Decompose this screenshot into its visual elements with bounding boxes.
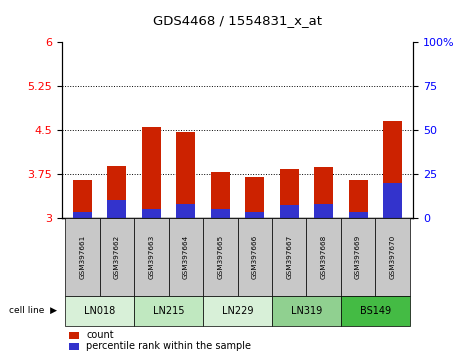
Bar <box>245 177 264 218</box>
Bar <box>203 296 272 326</box>
Bar <box>107 166 126 218</box>
Text: LN215: LN215 <box>153 306 184 316</box>
Bar <box>306 218 341 296</box>
Text: GDS4468 / 1554831_x_at: GDS4468 / 1554831_x_at <box>153 14 322 27</box>
Bar <box>142 127 161 218</box>
Bar <box>349 212 368 218</box>
Bar <box>65 218 100 296</box>
Bar <box>100 218 134 296</box>
Bar <box>314 167 333 218</box>
Bar <box>383 183 402 218</box>
Bar <box>134 218 169 296</box>
Bar <box>272 218 306 296</box>
Bar <box>65 296 134 326</box>
Text: GSM397662: GSM397662 <box>114 235 120 279</box>
Bar <box>272 296 341 326</box>
Text: cell line  ▶: cell line ▶ <box>9 306 57 315</box>
Bar <box>203 218 238 296</box>
Bar <box>349 180 368 218</box>
Bar <box>169 218 203 296</box>
Text: GSM397667: GSM397667 <box>286 235 292 279</box>
Bar <box>134 296 203 326</box>
Bar <box>211 209 230 218</box>
Bar <box>142 209 161 218</box>
Text: GSM397670: GSM397670 <box>390 235 396 279</box>
Bar <box>383 121 402 218</box>
Bar <box>341 296 410 326</box>
Text: LN229: LN229 <box>222 306 253 316</box>
Bar <box>245 212 264 218</box>
Bar <box>238 218 272 296</box>
Text: BS149: BS149 <box>360 306 391 316</box>
Text: GSM397666: GSM397666 <box>252 235 258 279</box>
Bar <box>107 200 126 218</box>
Text: GSM397663: GSM397663 <box>148 235 154 279</box>
Bar <box>211 172 230 218</box>
Bar <box>73 180 92 218</box>
Bar <box>341 218 375 296</box>
Text: GSM397664: GSM397664 <box>183 235 189 279</box>
Text: GSM397668: GSM397668 <box>321 235 327 279</box>
Bar <box>176 132 195 218</box>
Bar <box>176 204 195 218</box>
Text: LN319: LN319 <box>291 306 322 316</box>
Text: GSM397665: GSM397665 <box>217 235 223 279</box>
Bar <box>375 218 410 296</box>
Bar <box>73 212 92 218</box>
Bar <box>69 343 79 350</box>
Text: count: count <box>86 330 114 340</box>
Text: percentile rank within the sample: percentile rank within the sample <box>86 341 251 351</box>
Bar <box>280 169 299 218</box>
Text: GSM397661: GSM397661 <box>79 235 86 279</box>
Text: LN018: LN018 <box>84 306 115 316</box>
Bar <box>280 205 299 218</box>
Bar <box>314 204 333 218</box>
Bar <box>69 332 79 338</box>
Text: GSM397669: GSM397669 <box>355 235 361 279</box>
